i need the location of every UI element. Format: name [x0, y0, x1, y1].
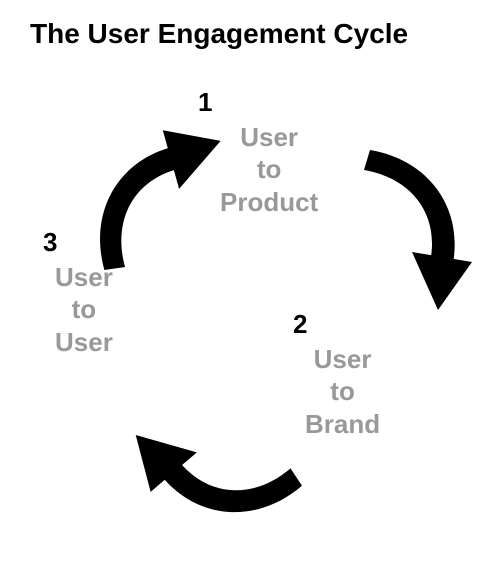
cycle-node-n2: 2User to Brand: [305, 310, 380, 440]
page-title: The User Engagement Cycle: [30, 18, 408, 50]
cycle-node-label: User to Brand: [305, 343, 380, 441]
cycle-arrow-a2: [97, 350, 329, 576]
cycle-arrow-a1: [340, 140, 480, 325]
